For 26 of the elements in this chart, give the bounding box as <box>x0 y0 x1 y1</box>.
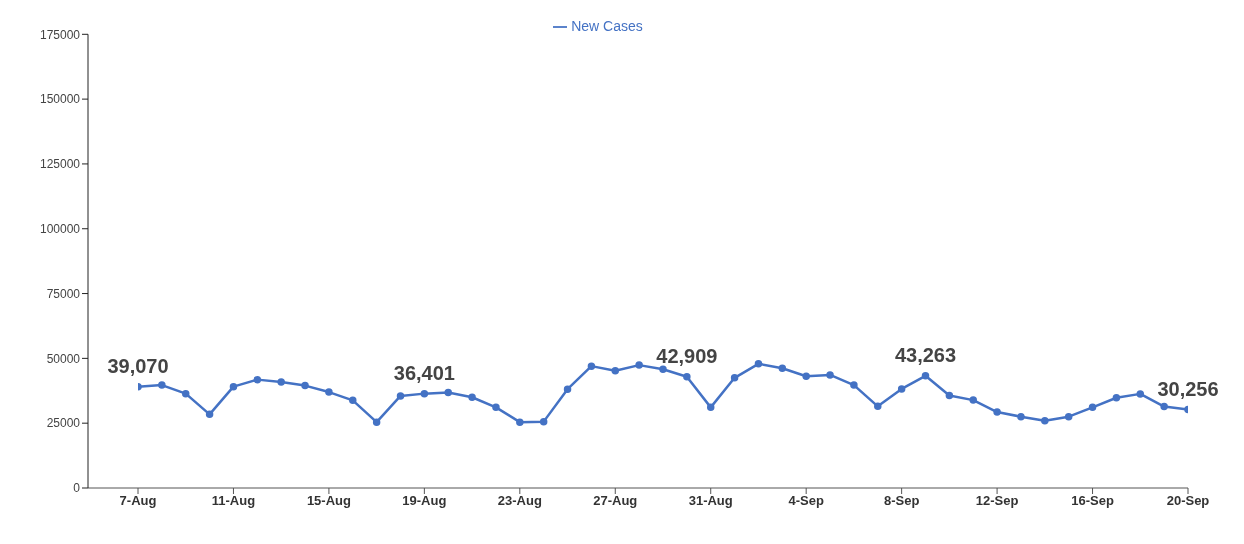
x-tick-label: 16-Sep <box>1071 493 1114 509</box>
data-label: 30,256 <box>1157 377 1219 400</box>
x-tick-label: 12-Sep <box>975 493 1019 509</box>
y-tick-label: 75000 <box>46 286 81 301</box>
y-tick-label: 125000 <box>39 157 81 172</box>
y-tick-label: 150000 <box>39 92 81 107</box>
x-tick-label: 31-Aug <box>688 493 733 509</box>
x-tick-label: 4-Sep <box>788 493 824 509</box>
x-tick-label: 7-Aug <box>119 493 157 509</box>
legend-label: New Cases <box>571 18 643 34</box>
y-tick-label: 25000 <box>46 416 81 431</box>
data-label: 43,263 <box>894 343 957 366</box>
x-tick-label: 20-Sep <box>1166 493 1210 509</box>
data-label: 39,070 <box>107 354 169 377</box>
x-tick-label: 23-Aug <box>497 493 542 509</box>
y-tick-label: 175000 <box>39 27 81 42</box>
x-tick-label: 19-Aug <box>402 493 447 509</box>
x-tick-label: 8-Sep <box>883 493 920 509</box>
data-label: 36,401 <box>393 361 455 384</box>
data-label: 42,909 <box>656 344 718 367</box>
y-tick-label: 50000 <box>46 351 81 366</box>
y-tick-label: 0 <box>73 481 81 496</box>
y-tick-label: 100000 <box>39 222 81 236</box>
x-tick-label: 11-Aug <box>211 493 256 509</box>
x-tick-label: 15-Aug <box>306 493 351 509</box>
x-tick-label: 27-Aug <box>593 493 638 509</box>
